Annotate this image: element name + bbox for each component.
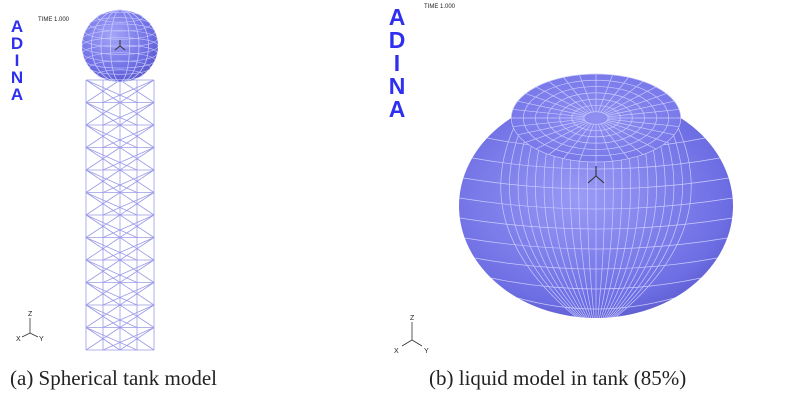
panel-spherical-tank: A D I N A TIME 1.000 (0, 0, 380, 360)
axis-y-label: Y (424, 348, 429, 355)
caption-b: (b) liquid model in tank (85%) (429, 366, 686, 391)
axis-x-label: X (394, 348, 399, 355)
axis-z-label: Z (28, 311, 33, 318)
liquid-body (459, 74, 733, 318)
caption-a: (a) Spherical tank model (10, 366, 217, 391)
support-tower (86, 80, 154, 350)
axis-triad: Z X Y (16, 311, 44, 343)
axis-x-label: X (16, 336, 21, 343)
axis-triad: Z X Y (394, 315, 429, 355)
panel-liquid-model: A D I N A TIME 1.000 (380, 0, 788, 360)
axis-z-label: Z (410, 315, 415, 322)
spherical-tank-model: Z X Y (0, 0, 380, 360)
tank-sphere (82, 10, 158, 82)
axis-y-label: Y (39, 336, 44, 343)
liquid-model: Z X Y (380, 0, 788, 360)
